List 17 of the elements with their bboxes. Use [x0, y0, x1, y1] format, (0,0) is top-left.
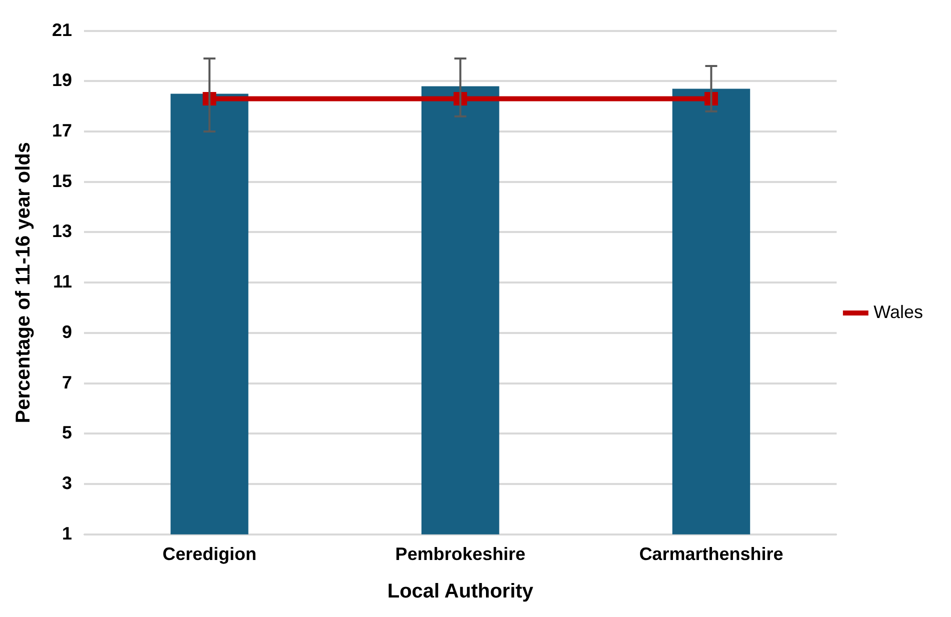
legend-label: Wales — [874, 302, 923, 322]
y-tick-label: 5 — [62, 422, 72, 443]
y-tick-label: 15 — [52, 170, 72, 191]
x-axis-title: Local Authority — [387, 580, 534, 603]
y-tick-label: 1 — [62, 523, 72, 544]
y-tick-label: 21 — [52, 20, 72, 40]
y-axis-title: Percentage of 11-16 year olds — [12, 142, 35, 424]
y-tick-label: 19 — [52, 70, 72, 90]
y-tick-label: 7 — [62, 372, 72, 392]
y-tick-label: 13 — [52, 221, 72, 242]
y-tick-label: 11 — [52, 272, 72, 292]
y-tick-label: 9 — [62, 322, 72, 342]
x-tick-label: Carmarthenshire — [639, 544, 784, 564]
y-tick-label: 17 — [52, 120, 72, 140]
x-tick-label: Ceredigion — [162, 544, 256, 564]
y-tick-label: 3 — [62, 473, 72, 494]
x-tick-label: Pembrokeshire — [395, 544, 526, 564]
